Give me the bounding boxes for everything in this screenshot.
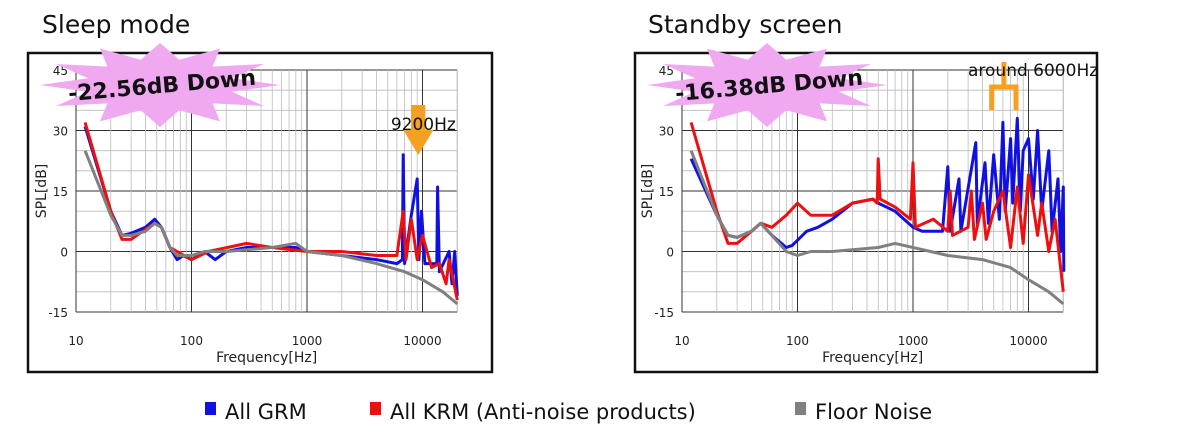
x-tick-label: 1000: [898, 334, 929, 348]
y-axis-label: SPL[dB]: [640, 164, 656, 219]
series-line-noise: [689, 150, 1065, 306]
x-axis-label: Frequency[Hz]: [822, 350, 923, 366]
legend-swatch: [205, 402, 216, 415]
legend-item: All GRM: [205, 400, 307, 424]
y-tick-label: 15: [53, 185, 68, 199]
y-tick-label: 0: [60, 246, 68, 260]
legend: All GRM All KRM (Anti-noise products) Floo…: [205, 400, 932, 424]
legend-label: All GRM: [225, 400, 307, 424]
y-tick-label: 15: [659, 185, 674, 199]
legend-item: Floor Noise: [795, 400, 932, 424]
y-axis-label: SPL[dB]: [34, 164, 50, 219]
y-tick-label: -15: [654, 306, 674, 320]
x-tick-label: 1000: [292, 334, 323, 348]
series-line-krm: [689, 121, 1065, 292]
starburst-callout: [647, 43, 887, 127]
x-tick-label: 10000: [1009, 334, 1047, 348]
arrow-down-icon: [403, 105, 434, 155]
y-tick-label: 30: [659, 125, 674, 139]
frequency-marker-label: 9200Hz: [391, 115, 456, 135]
x-tick-label: 10: [68, 334, 83, 348]
chart-title: Standby screen: [648, 10, 842, 39]
x-axis-label: Frequency[Hz]: [216, 350, 317, 366]
frequency-marker-label: around 6000Hz: [968, 61, 1098, 81]
y-tick-label: 45: [659, 64, 674, 78]
x-tick-label: 10: [674, 334, 689, 348]
legend-swatch: [795, 402, 806, 415]
x-tick-label: 100: [180, 334, 203, 348]
legend-label: Floor Noise: [815, 400, 932, 424]
y-tick-label: 30: [53, 125, 68, 139]
starburst-callout: [40, 43, 280, 127]
x-tick-label: 100: [786, 334, 809, 348]
y-tick-label: 0: [666, 246, 674, 260]
series-line-noise: [83, 150, 459, 306]
grid: [75, 69, 458, 313]
series-line-grm: [689, 116, 1066, 272]
legend-swatch: [370, 402, 381, 415]
x-tick-label: 10000: [403, 334, 441, 348]
legend-label: All KRM (Anti-noise products): [390, 400, 696, 424]
chart-title: Sleep mode: [42, 10, 190, 39]
legend-item: All KRM (Anti-noise products): [370, 400, 696, 424]
bracket-marker-icon: [989, 62, 1019, 110]
y-tick-label: -15: [48, 306, 68, 320]
